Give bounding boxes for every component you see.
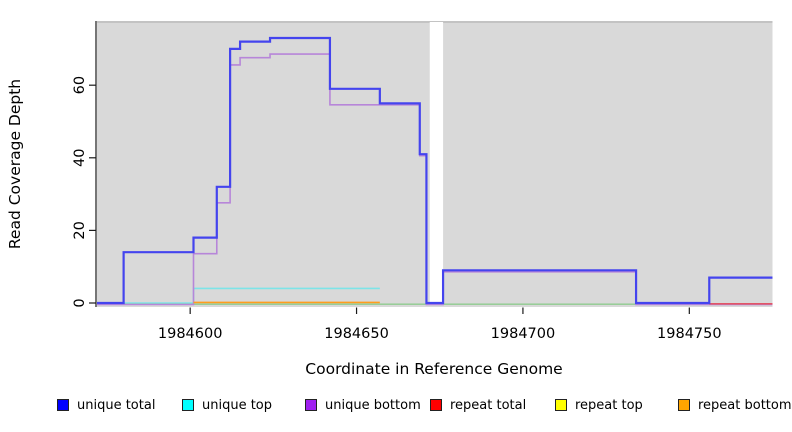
x-tick-label: 1984700 [491,326,556,342]
x-tick-label: 1984750 [657,326,722,342]
legend-label: unique top [202,397,273,413]
legend-swatch-icon [305,399,317,411]
legend-label: unique total [77,397,156,413]
legend-swatch-icon [555,399,567,411]
y-tick-label: 0 [72,298,88,307]
legend-item-repeat-total: repeat total [430,396,526,414]
legend-swatch-icon [678,399,690,411]
legend-swatch-icon [57,399,69,411]
legend-label: repeat bottom [698,397,792,413]
legend-swatch-icon [430,399,442,411]
y-tick-label: 40 [72,149,88,167]
legend-item-repeat-top: repeat top [555,396,643,414]
coverage-gap-band [429,22,444,302]
generated-plot-layers: 1984600 1984650 1984700 1984750 0 20 40 60 [72,21,773,342]
legend-item-unique-bottom: unique bottom [305,396,421,414]
y-tick-label: 20 [72,221,88,239]
x-tick-label: 1984600 [158,326,223,342]
legend: unique total unique top unique bottom repea… [0,396,792,418]
legend-item-unique-total: unique total [57,396,155,414]
legend-label: unique bottom [325,397,421,413]
legend-swatch-icon [182,399,194,411]
y-axis-label: Read Coverage Depth [6,79,24,249]
legend-item-unique-top: unique top [182,396,272,414]
x-tick-label: 1984650 [324,326,389,342]
legend-label: repeat total [450,397,527,413]
legend-item-repeat-bottom: repeat bottom [678,396,792,414]
y-tick-label: 60 [72,76,88,94]
legend-label: repeat top [575,397,643,413]
x-axis-label: Coordinate in Reference Genome [305,360,562,378]
series-unique-total-line [97,36,773,305]
